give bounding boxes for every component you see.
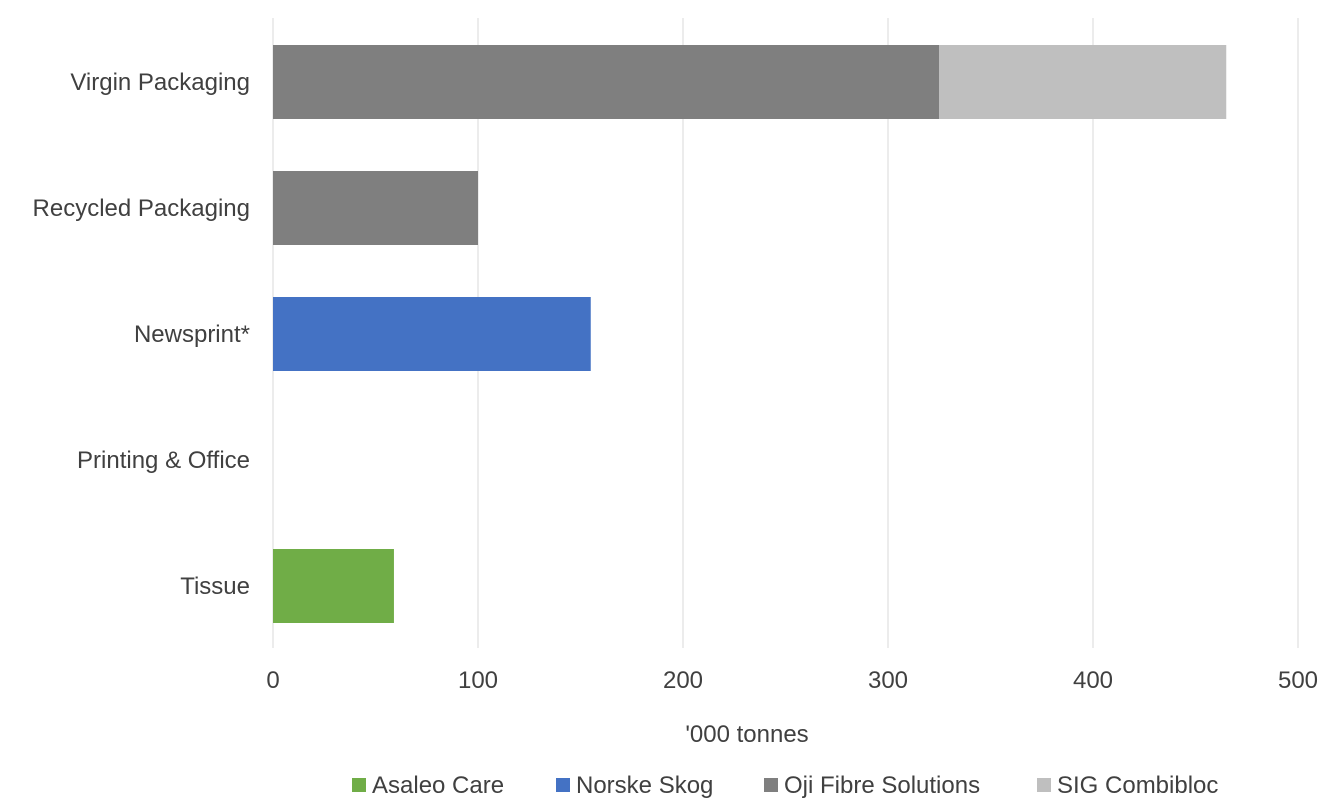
bar-asaleo-care-4 [273,549,394,623]
bars [273,45,1227,623]
category-label: Recycled Packaging [33,195,250,222]
category-label: Newsprint* [134,321,250,348]
x-tick-label: 300 [868,667,908,694]
x-tick-label: 200 [663,667,703,694]
legend: Asaleo Care Norske Skog Oji Fibre Solution… [352,772,1218,799]
x-tick-label: 0 [266,667,279,694]
category-label: Tissue [180,573,250,600]
legend-swatch [764,778,778,792]
legend-label: Oji Fibre Solutions [784,772,980,799]
bar-sig-combibloc-0 [939,45,1227,119]
category-label: Printing & Office [77,447,250,474]
gridlines [272,18,1299,648]
legend-label: SIG Combibloc [1057,772,1218,799]
bar-norske-skog-2 [273,297,591,371]
legend-swatch [1037,778,1051,792]
x-axis-title: '000 tonnes [685,721,808,748]
category-labels: Virgin Packaging Recycled Packaging Newspr… [33,69,250,600]
legend-label: Norske Skog [576,772,713,799]
legend-swatch [352,778,366,792]
bar-oji-fibre-solutions-1 [273,171,478,245]
x-tick-labels: 0 100 200 300 400 500 [266,667,1318,694]
legend-swatch [556,778,570,792]
x-tick-label: 500 [1278,667,1318,694]
x-tick-label: 100 [458,667,498,694]
bar-oji-fibre-solutions-0 [273,45,940,119]
legend-label: Asaleo Care [372,772,504,799]
category-label: Virgin Packaging [70,69,250,96]
x-tick-label: 400 [1073,667,1113,694]
